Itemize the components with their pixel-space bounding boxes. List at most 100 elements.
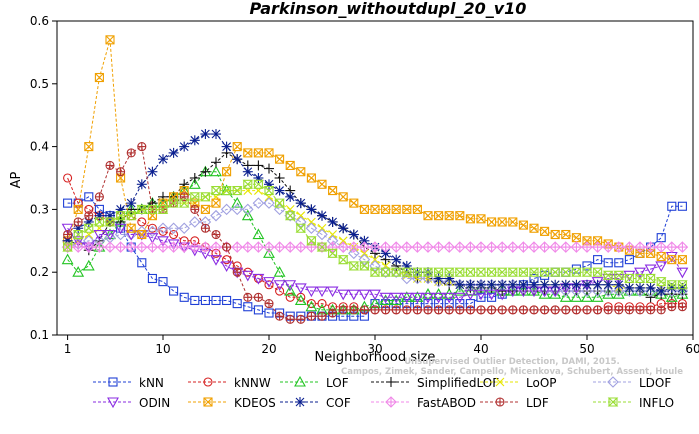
data-point	[379, 241, 392, 253]
data-point	[62, 242, 73, 252]
data-point	[455, 305, 465, 315]
data-point	[635, 282, 645, 293]
data-point	[390, 266, 402, 278]
data-point	[358, 241, 371, 253]
data-point	[252, 228, 265, 240]
data-point	[443, 275, 455, 288]
data-point	[476, 279, 486, 290]
data-point	[411, 272, 424, 285]
legend-label: COF	[326, 396, 351, 410]
data-point	[253, 305, 263, 315]
data-point	[507, 267, 519, 277]
data-point	[83, 241, 95, 253]
data-point	[178, 241, 190, 253]
data-point	[454, 267, 466, 277]
data-point	[360, 248, 369, 258]
data-point	[624, 305, 634, 315]
data-point	[454, 279, 465, 290]
data-point	[348, 261, 360, 271]
data-point	[581, 285, 593, 297]
data-point	[655, 261, 668, 273]
data-point	[422, 292, 434, 304]
data-point	[243, 148, 253, 158]
data-point	[126, 198, 137, 209]
data-point	[274, 198, 285, 208]
data-point	[317, 179, 327, 189]
data-point	[370, 255, 380, 265]
data-point	[581, 267, 593, 277]
data-point	[412, 204, 422, 214]
data-point	[529, 279, 539, 290]
data-point	[529, 305, 539, 315]
legend-label: SimplifiedLOF	[417, 376, 499, 390]
data-point	[295, 241, 307, 253]
data-point	[666, 280, 678, 290]
data-point	[168, 147, 179, 158]
data-point	[317, 210, 327, 221]
data-point	[316, 242, 328, 252]
chart-title: Parkinson_withoutdupl_20_v10	[250, 0, 527, 18]
data-point	[200, 192, 211, 202]
y-tick-label: 0.2	[30, 265, 49, 279]
legend-item-loop: LoOP	[480, 376, 557, 390]
data-point	[114, 241, 127, 253]
data-point	[73, 217, 83, 227]
data-point	[390, 241, 402, 253]
data-point	[243, 292, 253, 302]
data-point	[411, 241, 424, 253]
data-point	[232, 142, 242, 152]
x-axis-label: Neighborhood size	[315, 350, 436, 365]
data-point	[83, 223, 95, 233]
data-point	[305, 222, 318, 235]
data-point	[401, 241, 413, 253]
data-point	[294, 294, 307, 306]
data-point	[591, 285, 604, 297]
data-point	[305, 286, 318, 298]
data-point	[61, 253, 74, 265]
data-point	[401, 267, 413, 277]
data-point	[432, 241, 445, 253]
data-point	[550, 229, 560, 240]
data-point	[306, 299, 316, 309]
data-point	[284, 209, 296, 222]
legend-item-kdeos: KDEOS	[188, 396, 276, 410]
data-point	[486, 267, 497, 277]
data-point	[613, 279, 624, 290]
data-point	[593, 305, 603, 315]
data-point	[63, 198, 73, 208]
data-point	[359, 305, 369, 315]
data-point	[200, 166, 211, 177]
data-point	[222, 167, 232, 177]
data-point	[231, 241, 243, 253]
legend: kNN kNNW LOF SimplifiedLOF LoOP LDOF ODIN KDEOS…	[93, 375, 674, 410]
series-layer	[61, 35, 689, 324]
data-point	[634, 241, 646, 253]
data-point	[221, 186, 232, 196]
data-point	[105, 35, 115, 45]
data-point	[518, 279, 529, 290]
data-point	[168, 198, 179, 208]
data-point	[540, 226, 550, 236]
y-tick-label: 0.1	[30, 328, 49, 342]
data-point	[370, 305, 380, 315]
data-point	[328, 186, 338, 196]
legend-label: kNN	[139, 376, 164, 390]
data-point	[114, 228, 127, 241]
y-axis: 0.1 0.2 0.3 0.4 0.5 0.6	[30, 14, 57, 342]
data-point	[465, 214, 475, 224]
data-point	[169, 286, 179, 296]
legend-marker	[203, 397, 213, 407]
data-point	[317, 311, 327, 321]
data-point	[624, 282, 635, 293]
data-point	[422, 241, 434, 253]
legend-marker	[107, 397, 119, 409]
data-point	[137, 217, 147, 227]
data-point	[623, 241, 636, 253]
data-point	[434, 211, 444, 221]
data-point	[189, 173, 200, 183]
data-point	[72, 229, 84, 240]
data-point	[570, 291, 583, 302]
data-point	[593, 255, 603, 265]
x-tick-label: 40	[473, 342, 488, 356]
